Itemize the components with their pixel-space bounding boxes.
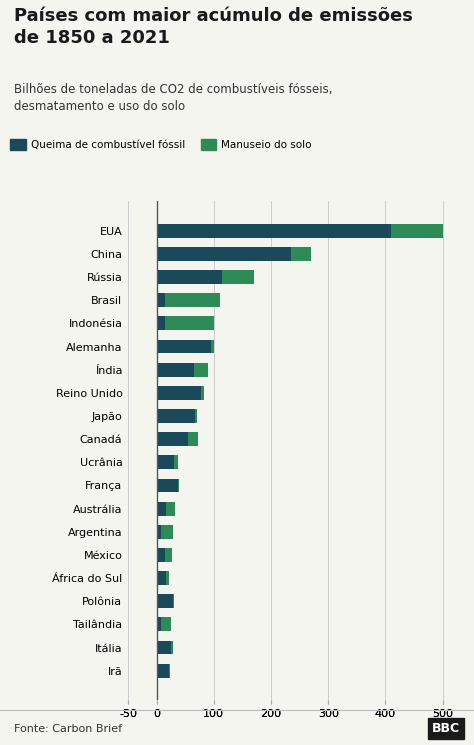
Bar <box>172 641 173 654</box>
Bar <box>291 247 311 261</box>
Bar <box>156 501 166 516</box>
Bar <box>174 455 178 469</box>
Bar <box>169 664 170 678</box>
Bar <box>165 548 172 562</box>
Bar <box>222 270 254 284</box>
Bar <box>165 317 214 330</box>
Bar <box>156 386 201 400</box>
Bar <box>156 478 178 492</box>
Bar <box>156 317 165 330</box>
Bar <box>156 340 211 353</box>
Text: Fonte: Carbon Brief: Fonte: Carbon Brief <box>14 723 122 734</box>
Text: Países com maior acúmulo de emissões
de 1850 a 2021: Países com maior acúmulo de emissões de … <box>14 7 413 47</box>
Bar <box>188 432 198 446</box>
Legend: Queima de combustível fóssil, Manuseio do solo: Queima de combustível fóssil, Manuseio d… <box>10 139 312 150</box>
Bar <box>156 432 188 446</box>
Bar <box>156 618 161 631</box>
Bar <box>156 664 169 678</box>
Text: BBC: BBC <box>432 722 460 735</box>
Bar <box>161 618 172 631</box>
Bar <box>195 409 197 423</box>
Bar <box>156 524 161 539</box>
Bar <box>156 455 174 469</box>
Bar <box>156 270 222 284</box>
Bar <box>156 294 165 307</box>
Bar <box>156 409 195 423</box>
Bar <box>194 363 208 377</box>
Bar <box>166 501 175 516</box>
Bar <box>156 571 166 585</box>
Bar <box>156 224 391 238</box>
Bar <box>173 595 174 608</box>
Bar <box>156 595 173 608</box>
Bar <box>201 386 204 400</box>
Bar <box>178 478 180 492</box>
Bar <box>211 340 214 353</box>
Bar <box>156 548 165 562</box>
Bar <box>165 294 219 307</box>
Bar <box>156 363 194 377</box>
Bar <box>156 641 172 654</box>
Bar <box>166 571 169 585</box>
Bar <box>161 524 173 539</box>
Text: Bilhões de toneladas de CO2 de combustíveis fósseis,
desmatamento e uso do solo: Bilhões de toneladas de CO2 de combustív… <box>14 83 333 113</box>
Bar <box>156 247 291 261</box>
Bar <box>391 224 443 238</box>
